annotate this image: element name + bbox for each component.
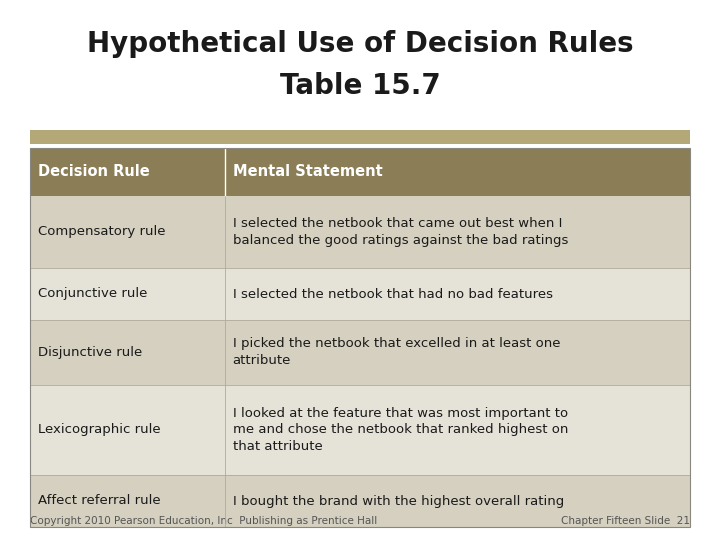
Text: I picked the netbook that excelled in at least one
attribute: I picked the netbook that excelled in at…	[233, 338, 560, 368]
Text: Lexicographic rule: Lexicographic rule	[38, 423, 161, 436]
Text: I selected the netbook that had no bad features: I selected the netbook that had no bad f…	[233, 287, 553, 300]
Text: Conjunctive rule: Conjunctive rule	[38, 287, 148, 300]
Bar	[30, 196, 690, 268]
Text: Copyright 2010 Pearson Education, Inc  Publishing as Prentice Hall: Copyright 2010 Pearson Education, Inc Pu…	[30, 516, 377, 526]
Text: I bought the brand with the highest overall rating: I bought the brand with the highest over…	[233, 495, 564, 508]
Text: Affect referral rule: Affect referral rule	[38, 495, 161, 508]
Text: Table 15.7: Table 15.7	[279, 72, 441, 100]
Bar	[30, 385, 690, 475]
Text: Mental Statement: Mental Statement	[233, 165, 382, 179]
Text: Decision Rule: Decision Rule	[38, 165, 150, 179]
Text: Disjunctive rule: Disjunctive rule	[38, 346, 143, 359]
Bar	[30, 148, 690, 527]
Bar	[30, 475, 690, 527]
Bar	[30, 268, 690, 320]
Text: I selected the netbook that came out best when I
balanced the good ratings again: I selected the netbook that came out bes…	[233, 217, 568, 247]
Text: Compensatory rule: Compensatory rule	[38, 226, 166, 239]
Bar	[30, 148, 690, 196]
Text: I looked at the feature that was most important to
me and chose the netbook that: I looked at the feature that was most im…	[233, 407, 568, 454]
Bar	[30, 320, 690, 385]
Text: Chapter Fifteen Slide  21: Chapter Fifteen Slide 21	[561, 516, 690, 526]
Bar	[30, 130, 690, 144]
Text: Hypothetical Use of Decision Rules: Hypothetical Use of Decision Rules	[86, 30, 634, 58]
